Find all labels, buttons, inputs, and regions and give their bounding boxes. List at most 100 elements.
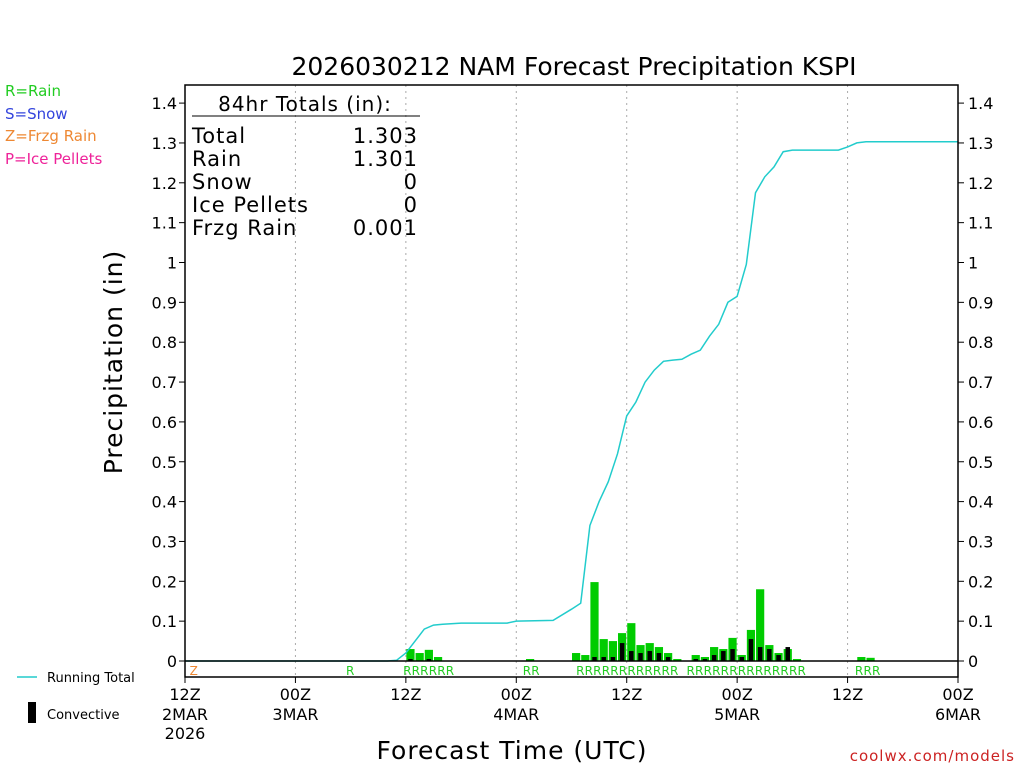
convective-bar bbox=[702, 659, 708, 661]
y-tick-label-right: 1 bbox=[968, 254, 978, 273]
convective-bar bbox=[748, 639, 754, 661]
totals-row-value: 0 bbox=[404, 170, 418, 194]
convective-bar bbox=[647, 651, 652, 661]
precip-bar bbox=[424, 649, 433, 661]
x-tick-date: 4MAR bbox=[493, 705, 539, 724]
y-tick-label-left: 0 bbox=[167, 652, 177, 671]
legend-rain: R=Rain bbox=[5, 82, 61, 100]
running-total-series bbox=[185, 141, 958, 662]
y-tick-label-left: 1.4 bbox=[152, 94, 177, 113]
precip-type-marks: Z R RRRRRR RR RRRRRRRRRRRR RRRRRRRRRRRRRR RRR bbox=[190, 664, 881, 678]
axes bbox=[179, 84, 964, 683]
y-tick-label-right: 0 bbox=[968, 652, 978, 671]
y-tick-label-left: 0.8 bbox=[152, 333, 177, 352]
x-tick-time: 00Z bbox=[501, 685, 532, 704]
precip-bar bbox=[415, 653, 424, 661]
convective-bar bbox=[665, 657, 671, 661]
convective-bar bbox=[592, 657, 597, 661]
legend-freezing-rain: Z=Frzg Rain bbox=[5, 127, 97, 145]
precip-bar bbox=[581, 655, 590, 661]
convective-label: Convective bbox=[47, 708, 120, 723]
y-tick-label-right: 0.5 bbox=[968, 453, 993, 472]
totals-row-value: 1.303 bbox=[353, 124, 418, 148]
precip-bar bbox=[572, 653, 581, 661]
totals-row-label: Ice Pellets bbox=[192, 193, 309, 217]
convective-bar bbox=[656, 653, 662, 661]
convective-bar bbox=[601, 657, 606, 661]
precip-bar bbox=[710, 647, 719, 661]
y-tick-label-right: 1.4 bbox=[968, 94, 993, 113]
precip-bar bbox=[590, 582, 599, 661]
y-tick-label-right: 0.2 bbox=[968, 572, 993, 591]
convective-bar bbox=[767, 649, 772, 661]
precip-type-mark: Z bbox=[190, 664, 198, 678]
precip-bar bbox=[608, 641, 618, 661]
running-total-label: Running Total bbox=[47, 671, 135, 686]
convective-bar bbox=[610, 657, 616, 661]
y-tick-label-left: 0.4 bbox=[152, 493, 177, 512]
y-tick-labels: 0 00.1 0.10.2 0.20.3 0.30.4 0.40.5 0.50.6 0.60.… bbox=[152, 94, 994, 671]
totals-box: 84hr Totals (in): Total 1.303 Rain 1.301 Sno… bbox=[191, 92, 420, 240]
y-tick-label-left: 0.6 bbox=[152, 413, 177, 432]
convective-bar bbox=[693, 659, 698, 661]
precip-type-mark: RRR bbox=[855, 664, 881, 678]
precip-bar bbox=[691, 655, 700, 661]
y-tick-label-right: 0.7 bbox=[968, 373, 993, 392]
y-tick-label-left: 0.5 bbox=[152, 453, 177, 472]
totals-row-label: Frzg Rain bbox=[192, 216, 297, 240]
y-tick-label-right: 1.1 bbox=[968, 214, 993, 233]
y-tick-label-right: 1.3 bbox=[968, 134, 993, 153]
x-tick-year: 2026 bbox=[165, 724, 206, 743]
convective-bar bbox=[721, 651, 726, 661]
y-tick-label-left: 1.1 bbox=[152, 214, 177, 233]
convective-bar bbox=[638, 653, 643, 661]
convective-bar bbox=[629, 651, 634, 661]
totals-header: 84hr Totals (in): bbox=[218, 92, 392, 116]
x-tick-time: 12Z bbox=[390, 685, 421, 704]
x-tick-time: 12Z bbox=[611, 685, 642, 704]
y-tick-label-left: 0.2 bbox=[152, 572, 177, 591]
convective-bar bbox=[619, 643, 625, 661]
y-tick-label-left: 1.3 bbox=[152, 134, 177, 153]
convective-bar bbox=[426, 659, 432, 661]
precip-type-mark: R bbox=[346, 664, 355, 678]
precip-bar bbox=[525, 659, 535, 661]
totals-row-value: 0 bbox=[404, 193, 418, 217]
x-tick-time: 00Z bbox=[942, 685, 973, 704]
convective-swatch bbox=[28, 702, 36, 723]
precip-bars bbox=[406, 582, 875, 661]
precip-type-mark: RR bbox=[523, 664, 540, 678]
y-tick-label-left: 0.3 bbox=[152, 532, 177, 551]
totals-row-label: Rain bbox=[192, 147, 242, 171]
precip-bar bbox=[792, 659, 802, 661]
convective-bar bbox=[785, 647, 791, 661]
precip-bar bbox=[406, 649, 415, 661]
legend-ice-pellets: P=Ice Pellets bbox=[5, 150, 102, 168]
precip-bar bbox=[433, 657, 443, 661]
chart-title: 2026030212 NAM Forecast Precipitation KS… bbox=[292, 52, 857, 81]
y-tick-label-left: 0.7 bbox=[152, 373, 177, 392]
x-tick-date: 5MAR bbox=[714, 705, 760, 724]
running-total-line bbox=[185, 141, 958, 662]
y-tick-label-right: 0.3 bbox=[968, 532, 993, 551]
y-tick-label-left: 0.9 bbox=[152, 293, 177, 312]
precip-bar bbox=[756, 589, 765, 661]
precip-type-legend: R=Rain S=Snow Z=Frzg Rain P=Ice Pellets bbox=[5, 82, 102, 168]
precip-type-mark: RRRRRRRRRRRR bbox=[576, 664, 678, 678]
series-legend: Running Total Convective bbox=[17, 671, 135, 723]
y-tick-label-right: 1.2 bbox=[968, 174, 993, 193]
totals-row-value: 1.301 bbox=[353, 147, 418, 171]
x-tick-date: 3MAR bbox=[272, 705, 318, 724]
totals-row-value: 0.001 bbox=[353, 216, 418, 240]
x-tick-time: 12Z bbox=[832, 685, 863, 704]
precip-bar bbox=[866, 657, 875, 661]
convective-bar bbox=[408, 659, 413, 661]
precip-type-mark: RRRRRRRRRRRRRR bbox=[687, 664, 807, 678]
totals-row-label: Snow bbox=[192, 170, 253, 194]
footer-credit: coolwx.com/models bbox=[850, 747, 1015, 765]
x-tick-time: 12Z bbox=[169, 685, 200, 704]
convective-bar bbox=[739, 657, 744, 661]
grid-lines bbox=[294, 85, 849, 677]
